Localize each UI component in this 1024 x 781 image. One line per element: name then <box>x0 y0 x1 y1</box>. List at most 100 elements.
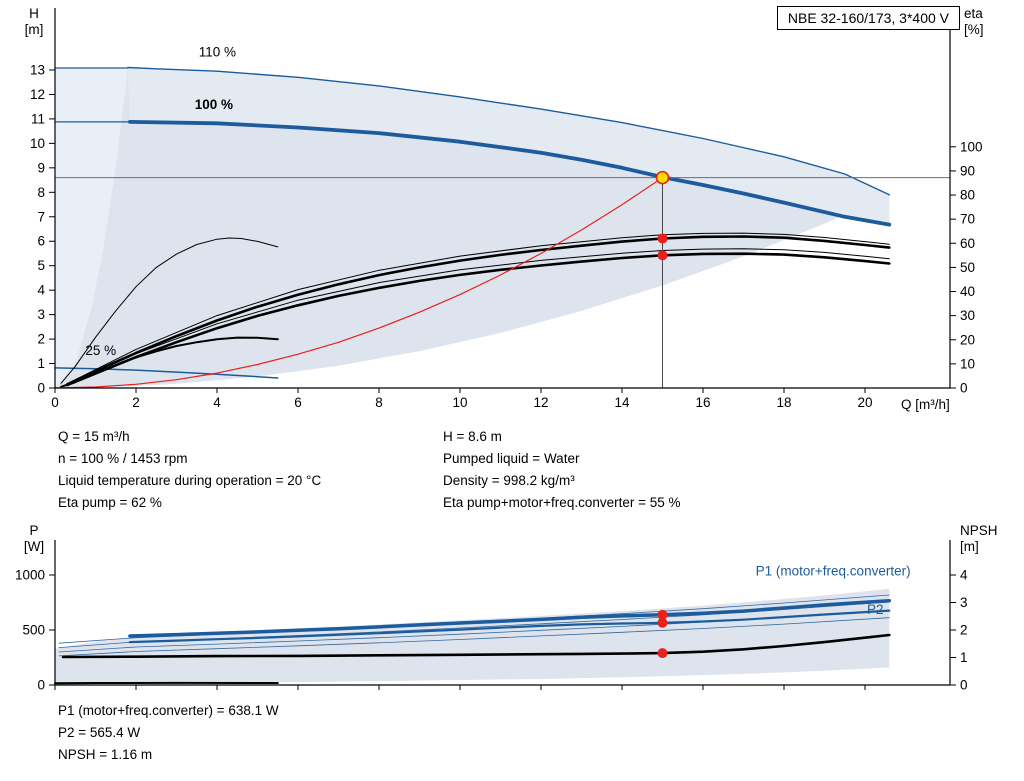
curve-25pct <box>54 367 279 379</box>
tick-label: 500 <box>22 623 45 638</box>
tick-label: 12 <box>533 395 548 410</box>
duty-info-left: Q = 15 m³/h n = 100 % / 1453 rpm Liquid … <box>58 426 321 514</box>
tick-label: 40 <box>960 284 975 299</box>
tick-label: 11 <box>31 111 45 126</box>
duty-info-right: H = 8.6 m Pumped liquid = Water Density … <box>443 426 681 514</box>
flow-axis-label: Q [m³/h] <box>901 397 950 412</box>
head-axis-label: H [m] <box>14 6 54 38</box>
tick-label: 20 <box>960 332 975 347</box>
speed-band-100-110 <box>127 67 890 225</box>
head-axis-unit: [m] <box>24 22 44 37</box>
tick-label: 5 <box>37 258 45 273</box>
info-liquid-temperature: Liquid temperature during operation = 20… <box>58 473 322 488</box>
tick-label: 4 <box>960 568 968 583</box>
tick-label: 10 <box>960 356 975 371</box>
head-axis-name: H <box>29 6 39 21</box>
tick-label: 30 <box>960 308 975 323</box>
curve-110pct <box>127 66 890 196</box>
pump-model-title: NBE 32-160/173, 3*400 V <box>776 6 960 30</box>
p2-point <box>657 617 668 628</box>
label-100pct: 100 % <box>195 97 233 112</box>
tick-label: 8 <box>37 185 45 200</box>
tick-label: 10 <box>30 136 45 151</box>
tick-label: 2 <box>960 623 968 638</box>
power-envelope <box>55 588 890 685</box>
tick-label: 90 <box>960 163 975 178</box>
eta-pump-100pct-upper <box>66 232 890 385</box>
tick-label: 3 <box>960 595 968 610</box>
tick-label: 1000 <box>15 568 45 583</box>
label-p1: P1 (motor+freq.converter) <box>756 564 911 579</box>
p1-point <box>657 609 668 620</box>
tick-label: 8 <box>375 395 383 410</box>
tick-label: 1 <box>37 356 45 371</box>
duty-point <box>655 170 670 185</box>
tick-label: 100 <box>960 139 983 154</box>
power-axis-name: P <box>29 523 39 538</box>
info-density: Density = 998.2 kg/m³ <box>443 473 575 488</box>
npsh-axis-name: NPSH <box>960 523 998 538</box>
tick-label: 20 <box>857 395 872 410</box>
p2-curve <box>128 609 891 644</box>
tick-label: 9 <box>37 160 45 175</box>
eta-axis-unit: [%] <box>964 22 984 37</box>
npsh-axis-label: NPSH [m] <box>960 523 1020 555</box>
tick-label: 14 <box>614 395 630 410</box>
system-curve <box>54 177 664 389</box>
curve-100pct <box>128 120 892 227</box>
info-head: H = 8.6 m <box>443 429 502 444</box>
tick-label: 10 <box>452 395 467 410</box>
tick-label: 3 <box>37 307 45 322</box>
label-p2: P2 <box>867 602 884 617</box>
tick-label: 12 <box>30 87 45 102</box>
label-25pct: 25 % <box>85 343 116 358</box>
eta-pump-25pct <box>60 237 279 384</box>
tick-label: 1 <box>960 650 968 665</box>
info-p1: P1 (motor+freq.converter) = 638.1 W <box>58 703 279 718</box>
npsh-axis-unit: [m] <box>960 539 979 554</box>
info-speed: n = 100 % / 1453 rpm <box>58 451 188 466</box>
tick-label: 4 <box>213 395 221 410</box>
tick-label: 50 <box>960 260 975 275</box>
tick-label: 18 <box>776 395 791 410</box>
eta-axis-label: eta [%] <box>964 6 1024 38</box>
eta-pump-point <box>657 233 668 244</box>
info-eta-pump: Eta pump = 62 % <box>58 495 162 510</box>
tick-label: 0 <box>51 395 59 410</box>
npsh-curve <box>61 633 891 659</box>
tick-label: 70 <box>960 212 975 227</box>
info-pumped-liquid: Pumped liquid = Water <box>443 451 580 466</box>
tick-label: 0 <box>37 381 45 396</box>
tick-label: 2 <box>37 332 45 347</box>
tick-label: 80 <box>960 188 975 203</box>
tick-label: 0 <box>960 381 968 396</box>
tick-label: 2 <box>132 395 140 410</box>
tick-label: 0 <box>37 678 45 693</box>
p1-curve <box>128 598 892 638</box>
info-flow: Q = 15 m³/h <box>58 429 130 444</box>
eta-total-100pct <box>65 252 891 387</box>
tick-label: 13 <box>30 62 45 77</box>
tick-label: 0 <box>960 678 968 693</box>
npsh-point <box>657 648 668 659</box>
power-info: P1 (motor+freq.converter) = 638.1 W P2 =… <box>58 700 279 766</box>
eta-axis-name: eta <box>964 6 983 21</box>
info-eta-total: Eta pump+motor+freq.converter = 55 % <box>443 495 681 510</box>
tick-label: 6 <box>294 395 302 410</box>
info-npsh: NPSH = 1.16 m <box>58 747 153 762</box>
tick-label: 7 <box>37 209 45 224</box>
label-110pct: 110 % <box>199 45 236 60</box>
power-hairline-4 <box>58 617 890 657</box>
tick-label: 6 <box>37 234 45 249</box>
power-axis-unit: [W] <box>23 539 45 554</box>
eta-total-point <box>657 250 668 261</box>
info-p2: P2 = 565.4 W <box>58 725 141 740</box>
tick-label: 16 <box>695 395 710 410</box>
eta-total-100pct-upper <box>66 248 890 386</box>
tick-label: 4 <box>37 283 45 298</box>
left-wedge <box>55 67 128 388</box>
eta-pump-100pct <box>65 235 891 386</box>
power-axis-label: P [W] <box>14 523 54 555</box>
